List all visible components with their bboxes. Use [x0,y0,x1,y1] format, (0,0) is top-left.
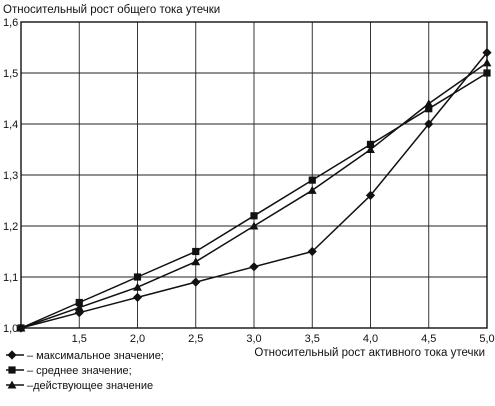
data-point [16,323,26,332]
x-axis-title: Относительный рост активного тока утечки [254,347,485,359]
series [16,48,492,333]
series-triangle [16,58,492,332]
x-tick-label: 3,5 [305,333,320,345]
data-point [74,308,84,318]
legend-label: – максимальное значение; [27,350,164,362]
y-tick-label: 1,5 [3,68,18,80]
data-point [133,282,142,291]
data-point [191,257,201,266]
data-point [132,292,143,302]
data-point [425,105,433,113]
data-point [191,277,201,287]
data-point [483,69,491,77]
x-tick-label: 2,0 [130,333,145,345]
legend-label: – среднее значение; [27,365,132,377]
legend-marker [8,366,16,374]
data-point [366,145,375,154]
data-point [74,303,84,312]
data-point [365,190,376,200]
y-tick-label: 1,3 [3,170,18,182]
data-point [75,298,83,307]
series-diamond [16,48,492,333]
legend-marker [7,350,17,360]
legend-entry: –действующее значение [6,380,153,392]
data-point [308,176,316,184]
data-point [249,221,259,230]
data-point [192,247,200,256]
data-point [424,99,434,108]
y-tick-label: 1,1 [3,272,18,284]
data-point [133,273,142,281]
data-point [482,48,492,58]
data-point [307,185,317,194]
legend-entry: – среднее значение; [6,365,132,377]
y-tick-label: 1,6 [3,17,18,29]
legend: – максимальное значение; – среднее значен… [6,350,164,392]
legend-entry: – максимальное значение; [6,350,164,362]
data-point [249,262,259,272]
x-tick-label: 2,5 [188,333,203,345]
legend-marker [7,380,17,389]
y-tick-label: 1,4 [3,119,18,131]
y-tick-label: 1,0 [3,323,18,335]
tick-labels: 1,0 1,1 1,2 1,3 1,4 1,5 1,6 1,5 2,0 2,5 3,0 3,5 4,0 4… [3,17,495,345]
legend-label: –действующее значение [27,380,153,392]
x-tick-label: 5,0 [479,333,494,345]
grid [21,22,487,328]
y-tick-label: 1,2 [3,221,18,233]
x-tick-label: 4,0 [363,333,378,345]
data-point [482,58,492,67]
data-point [424,119,434,129]
x-tick-label: 4,5 [421,333,436,345]
x-tick-label: 3,0 [246,333,261,345]
plot-frame [20,21,488,329]
x-tick-label: 1,5 [72,333,87,345]
data-point [366,140,375,148]
y-axis-title: Относительный рост общего тока утечки [3,4,220,16]
data-point [250,212,258,220]
data-point [307,246,317,257]
